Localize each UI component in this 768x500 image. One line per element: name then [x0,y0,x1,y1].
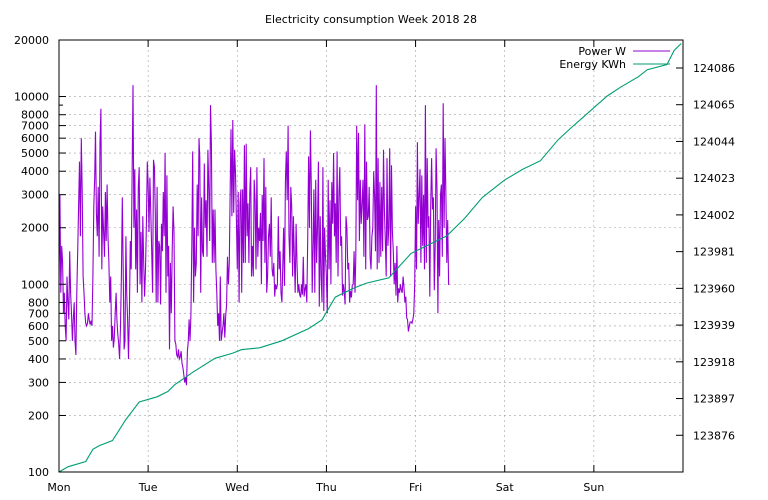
y2-tick-label: 124002 [693,209,735,222]
x-tick-label: Thu [315,481,337,494]
legend-label-power: Power W [578,45,626,58]
y2-tick-label: 123981 [693,246,735,259]
y2-tick-label: 124023 [693,172,735,185]
y-tick-label: 100 [28,466,49,479]
x-tick-label: Sun [583,481,604,494]
y-tick-label: 3000 [21,189,49,202]
y2-tick-label: 123918 [693,356,735,369]
y-tick-label: 7000 [21,120,49,133]
y2-tick-label: 123876 [693,429,735,442]
series-line-power-w [58,85,450,386]
y-tick-label: 6000 [21,132,49,145]
series-energy-kwh [58,43,682,473]
y-tick-label: 8000 [21,109,49,122]
legend: Power W Energy KWh [559,45,670,71]
y-tick-label: 800 [28,296,49,309]
y-tick-label: 300 [28,376,49,389]
plot-frame [58,39,684,473]
y-tick-label: 4000 [21,165,49,178]
y-tick-label: 600 [28,320,49,333]
y-tick-label: 700 [28,307,49,320]
x-axis-ticks: Mon Tue Wed Thu Fri Sat Sun [47,40,604,494]
series-line-energy-kwh [58,43,682,473]
x-tick-label: Mon [47,481,70,494]
y-tick-label: 400 [28,353,49,366]
y-tick-label: 5000 [21,147,49,160]
x-tick-label: Fri [409,481,422,494]
x-tick-label: Wed [225,481,249,494]
y-tick-label: 500 [28,335,49,348]
chart-title: Electricity consumption Week 2018 28 [265,13,477,26]
y2-axis-ticks: 123876 123897 123918 123939 123960 123981 1240… [676,62,735,442]
legend-label-energy: Energy KWh [559,58,626,71]
y2-tick-label: 123897 [693,393,735,406]
y2-tick-label: 124044 [693,135,735,148]
y-tick-label: 20000 [14,34,49,47]
y-tick-label: 10000 [14,91,49,104]
series-power-w [58,85,450,386]
y2-tick-label: 123939 [693,319,735,332]
y-tick-label: 2000 [21,222,49,235]
grid [59,40,683,472]
y2-tick-label: 123960 [693,282,735,295]
x-tick-label: Sat [496,481,515,494]
y2-tick-label: 124086 [693,62,735,75]
y-tick-label: 1000 [21,278,49,291]
y-tick-label: 200 [28,409,49,422]
x-tick-label: Tue [138,481,158,494]
y2-tick-label: 124065 [693,99,735,112]
